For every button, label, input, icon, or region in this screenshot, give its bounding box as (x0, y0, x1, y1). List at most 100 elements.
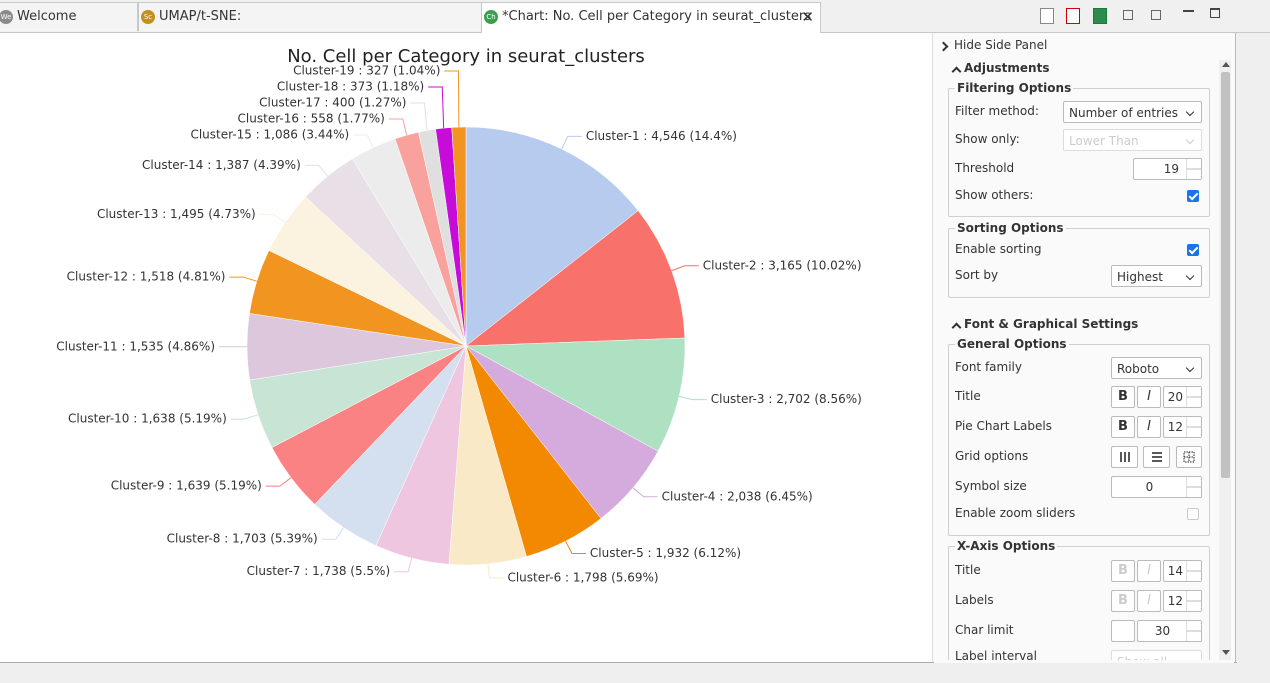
label: Font family (955, 360, 1022, 374)
chart: No. Cell per Category in seurat_clusters… (56, 46, 862, 584)
label: Enable zoom sliders (955, 506, 1076, 520)
group-box (948, 88, 1210, 217)
leader-line (353, 134, 374, 148)
leader-line (265, 477, 292, 487)
leader-line (388, 118, 408, 136)
spinner[interactable]: 20 (1163, 386, 1202, 408)
scroll-up[interactable] (1222, 62, 1230, 67)
leader-line (679, 395, 707, 401)
label: Labels (955, 593, 994, 607)
spinner[interactable]: 30 (1137, 620, 1202, 642)
window-border (0, 662, 1237, 663)
tab-label: *Chart: No. Cell per Category in seurat_… (502, 9, 812, 24)
bold-button: B (1111, 560, 1135, 582)
data-label: Cluster-5 : 1,932 (6.12%) (590, 546, 741, 560)
label: Threshold (955, 161, 1015, 175)
label: Sort by (955, 268, 999, 282)
pdf-icon[interactable] (1066, 8, 1080, 24)
data-label: Cluster-9 : 1,639 (5.19%) (111, 479, 262, 493)
checkbox[interactable] (1187, 244, 1199, 256)
italic-button: I (1137, 560, 1161, 582)
label: Pie Chart Labels (955, 419, 1052, 433)
panel-clip (934, 663, 1236, 683)
scrollbar-thumb[interactable] (1221, 72, 1230, 478)
section-title[interactable]: Adjustments (964, 61, 1050, 75)
group-title: General Options (955, 337, 1069, 351)
excel-icon[interactable] (1093, 8, 1107, 24)
group-box (948, 228, 1210, 298)
select: Lower Than (1063, 129, 1202, 151)
grid-vertical-button[interactable] (1111, 446, 1138, 468)
grid-horizontal-button[interactable] (1143, 446, 1170, 468)
label: Label interval (955, 649, 1037, 663)
data-label: Cluster-6 : 1,798 (5.69%) (507, 570, 658, 584)
label: Show others: (955, 188, 1034, 202)
label: Symbol size (955, 479, 1027, 493)
checkbox[interactable] (1187, 508, 1199, 520)
leader-line (410, 102, 428, 131)
data-label: Cluster-4 : 2,038 (6.45%) (662, 489, 813, 503)
label: Title (955, 563, 981, 577)
select[interactable]: Roboto (1111, 357, 1202, 379)
leader-line (565, 540, 586, 555)
italic-button[interactable]: I (1137, 386, 1161, 408)
italic-button: I (1137, 590, 1161, 612)
leader-line (321, 527, 344, 540)
tab-icon: Sc (141, 9, 155, 24)
spinner[interactable]: 19 (1133, 158, 1202, 180)
spinner[interactable]: 12 (1163, 416, 1202, 438)
data-label: Cluster-14 : 1,387 (4.39%) (142, 158, 301, 172)
section-title[interactable]: Font & Graphical Settings (964, 317, 1139, 331)
maximize-icon[interactable] (1210, 8, 1220, 18)
select[interactable]: Number of entries (1063, 101, 1202, 123)
bold-button: B (1111, 590, 1135, 612)
leader-line (671, 265, 699, 272)
group-title: Sorting Options (955, 221, 1066, 235)
save-icon[interactable] (1151, 10, 1161, 20)
checkbox[interactable] (1187, 190, 1199, 202)
scroll-down[interactable] (1222, 650, 1230, 655)
data-label: Cluster-3 : 2,702 (8.56%) (711, 392, 862, 406)
grid-both-button[interactable] (1176, 446, 1202, 468)
spinner[interactable]: 14 (1163, 560, 1202, 582)
spinner[interactable]: 12 (1163, 590, 1202, 612)
tab-icon: Ch (484, 9, 498, 24)
leader-line (229, 276, 257, 282)
panel-clip (934, 660, 1234, 663)
hide-panel[interactable]: Hide Side Panel (954, 38, 1048, 52)
bold-button[interactable]: B (1111, 386, 1135, 408)
group-box (948, 344, 1210, 536)
leader-line (394, 558, 413, 573)
leader-line (561, 135, 582, 150)
export-icon[interactable] (1040, 8, 1054, 24)
leader-line (304, 164, 329, 177)
leader-line (259, 213, 286, 223)
leader-line (428, 86, 445, 129)
data-label: Cluster-10 : 1,638 (5.19%) (68, 412, 227, 426)
save-icon[interactable] (1123, 10, 1133, 20)
chart-title: No. Cell per Category in seurat_clusters (287, 46, 645, 67)
data-label: Cluster-1 : 4,546 (14.4%) (586, 129, 737, 143)
data-label: Cluster-16 : 558 (1.77%) (238, 111, 385, 125)
data-label: Cluster-18 : 373 (1.18%) (277, 79, 424, 93)
close-icon[interactable]: ✕ (801, 8, 814, 26)
select[interactable]: Highest (1111, 265, 1202, 287)
bold-button[interactable]: B (1111, 416, 1135, 438)
spinner[interactable]: 0 (1111, 476, 1202, 498)
minimize-icon[interactable] (1183, 10, 1194, 12)
leader-line (230, 414, 259, 420)
leader-line (444, 70, 460, 128)
wrap-button (1111, 620, 1135, 642)
tab-active[interactable]: Ch *Chart: No. Cell per Category in seura… (481, 2, 821, 34)
italic-button[interactable]: I (1137, 416, 1161, 438)
tab-icon: We (0, 9, 13, 24)
data-label: Cluster-15 : 1,086 (3.44%) (190, 127, 349, 141)
data-label: Cluster-7 : 1,738 (5.5%) (247, 564, 390, 578)
data-label: Cluster-12 : 1,518 (4.81%) (67, 270, 226, 284)
data-label: Cluster-2 : 3,165 (10.02%) (703, 258, 862, 272)
group-title: X-Axis Options (955, 539, 1058, 553)
label: Filter method: (955, 104, 1039, 118)
